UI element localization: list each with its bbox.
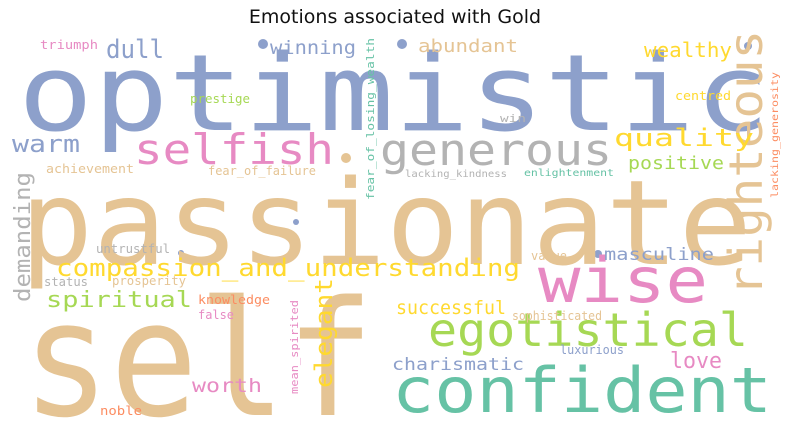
word-mean-spirited: mean_spirited — [288, 300, 301, 394]
word-knowledge: knowledge — [198, 293, 270, 307]
word-masculine: masculine — [604, 245, 714, 265]
word-status: status — [44, 275, 88, 289]
word-warm: warm — [12, 130, 80, 158]
word-spiritual: spiritual — [46, 288, 192, 313]
cloud-dot-mark — [293, 219, 299, 225]
word-wise: wise — [538, 244, 708, 317]
word-untrustful: untrustful — [96, 242, 170, 256]
word-charismatic: charismatic — [392, 355, 524, 375]
word-achievement: achievement — [46, 162, 134, 176]
word-generous: generous — [380, 125, 612, 176]
chart-title: Emotions associated with Gold — [248, 6, 542, 28]
word-worth: worth — [192, 375, 262, 397]
word-love: love — [670, 349, 722, 374]
word-compassion-and-understanding: compassion_and_understanding — [56, 254, 520, 282]
word-winning: winning — [270, 37, 356, 59]
word-passionate: passionate — [20, 154, 752, 292]
cloud-dot-mark — [744, 42, 752, 50]
word-win: win — [500, 112, 526, 125]
word-fear-of-losing-wealth: fear_of_losing_wealth — [364, 38, 377, 200]
word-confident: confident — [392, 354, 772, 427]
word-self: self — [22, 266, 374, 429]
word-enlightenment: enlightenment — [524, 168, 614, 179]
word-prosperity: prosperity — [112, 274, 186, 288]
word-luxurious: luxurious — [560, 343, 624, 357]
word-false: false — [198, 308, 234, 322]
word-wealthy: wealthy — [644, 38, 732, 62]
word-noble: noble — [100, 404, 142, 418]
cloud-dot-mark — [397, 39, 407, 49]
cloud-dot-mark — [178, 250, 184, 256]
word-successful: successful — [396, 297, 506, 319]
word-dull: dull — [106, 35, 164, 65]
word-lacking-generosity: lacking_generosity — [770, 72, 781, 198]
word-righteous: righteous — [719, 30, 773, 296]
word-demanding: demanding — [11, 172, 36, 302]
word-triumph: triumph — [40, 38, 98, 52]
word-lacking-kindness: lacking_kindness — [405, 169, 507, 180]
word-optimistic: optimistic — [18, 32, 770, 155]
cloud-dot-mark — [341, 153, 351, 163]
word-prestige: prestige — [190, 92, 250, 106]
cloud-dot-mark — [258, 39, 268, 49]
cloud-dot-mark — [594, 250, 602, 258]
word-selfish: selfish — [134, 125, 334, 174]
word-centred: centred — [675, 89, 731, 103]
word-positive: positive — [628, 153, 724, 174]
word-egotistical: egotistical — [428, 303, 748, 357]
word-sophisticated: sophisticated — [512, 309, 602, 323]
word-quality: quality — [614, 124, 754, 152]
word-fear-of-failure: fear_of_failure — [208, 164, 316, 178]
word-abundant: abundant — [418, 36, 518, 57]
word-elegant: elegant — [310, 278, 338, 388]
word-value: value — [531, 249, 567, 263]
